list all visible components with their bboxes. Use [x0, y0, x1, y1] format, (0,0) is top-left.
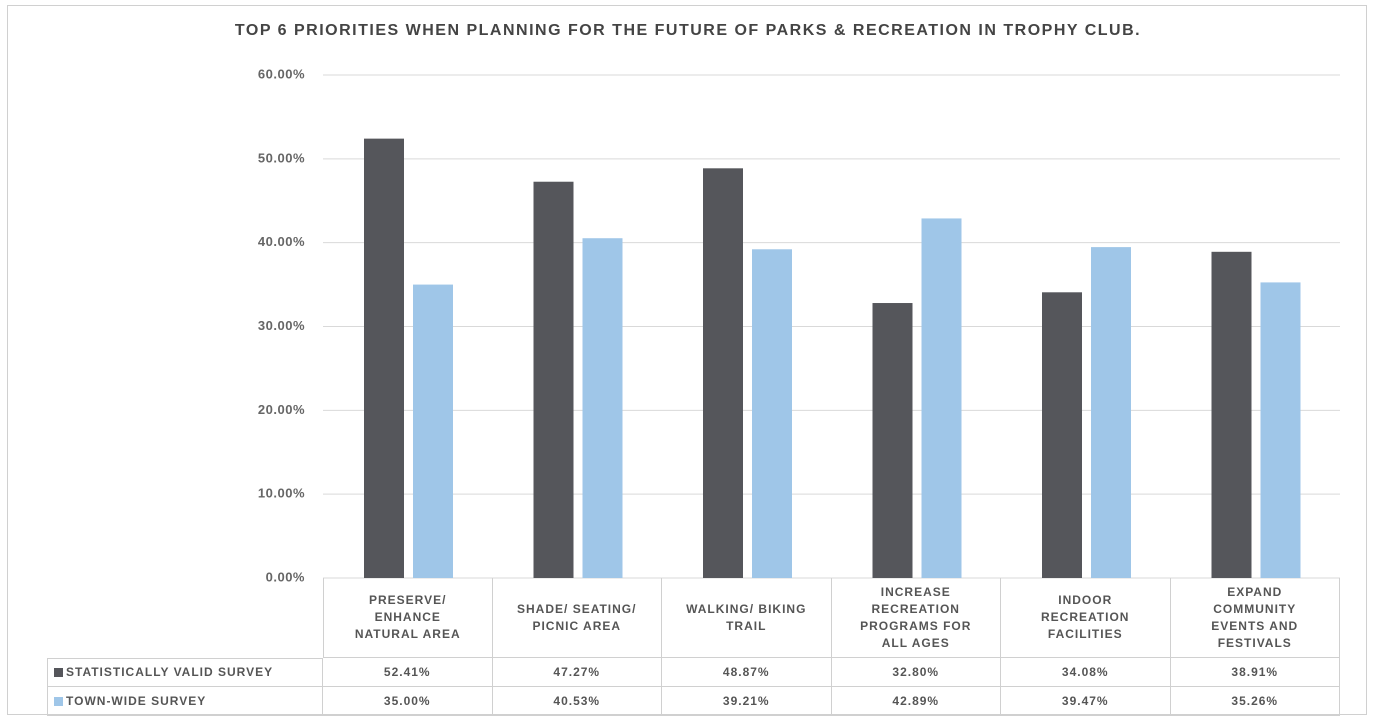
x-tick-label: INDOOR RECREATION FACILITIES [1041, 593, 1130, 641]
value-cell: 34.08% [1001, 658, 1171, 687]
value-cell: 32.80% [831, 658, 1001, 687]
y-tick-label: 30.00% [258, 318, 305, 333]
value-cell: 35.00% [323, 687, 493, 716]
y-tick-label: 50.00% [258, 150, 305, 165]
legend-entry: TOWN-WIDE SURVEY [47, 687, 323, 716]
category-cell: WALKING/ BIKING TRAIL [662, 578, 832, 658]
bar [752, 249, 792, 579]
y-tick-label: 20.00% [258, 402, 305, 417]
value-cell: 39.47% [1001, 687, 1171, 716]
bar [582, 238, 623, 578]
x-tick-label: PRESERVE/ ENHANCE NATURAL AREA [354, 593, 461, 641]
category-cell: INDOOR RECREATION FACILITIES [1001, 578, 1171, 658]
bar [364, 138, 404, 578]
bar [921, 218, 962, 578]
bar [1091, 247, 1131, 578]
chart-title: TOP 6 PRIORITIES WHEN PLANNING FOR THE F… [234, 22, 1142, 39]
y-tick-label: 40.00% [258, 234, 305, 249]
chart-frame [7, 5, 1367, 715]
bar [703, 168, 743, 578]
y-tick-label: 0.00% [266, 569, 305, 584]
legend-label: STATISTICALLY VALID SURVEY [66, 665, 274, 679]
bar [872, 303, 913, 578]
value-cell: 48.87% [662, 658, 832, 687]
value-cell: 38.91% [1170, 658, 1340, 687]
x-tick-label: SHADE/ SEATING/ PICNIC AREA [517, 601, 637, 633]
y-tick-label: 10.00% [258, 486, 305, 501]
bar [1042, 292, 1082, 578]
value-cell: 35.26% [1170, 687, 1340, 716]
category-cell: INCREASE RECREATION PROGRAMS FOR ALL AGE… [831, 578, 1001, 658]
legend-entry: STATISTICALLY VALID SURVEY [47, 658, 323, 687]
category-cell: PRESERVE/ ENHANCE NATURAL AREA [323, 578, 493, 658]
x-tick-label: EXPAND COMMUNITY EVENTS AND FESTIVALS [1211, 584, 1299, 650]
value-cell: 42.89% [831, 687, 1001, 716]
legend-swatch [54, 668, 63, 677]
bar [1260, 282, 1301, 578]
x-tick-label: WALKING/ BIKING TRAIL [686, 601, 807, 633]
legend-swatch [54, 696, 63, 706]
x-tick-label: INCREASE RECREATION PROGRAMS FOR ALL AGE… [860, 584, 972, 650]
category-cell: EXPAND COMMUNITY EVENTS AND FESTIVALS [1170, 578, 1340, 658]
value-cell: 40.53% [492, 687, 662, 716]
category-cell: SHADE/ SEATING/ PICNIC AREA [492, 578, 662, 658]
legend-label: TOWN-WIDE SURVEY [66, 693, 207, 708]
bar [533, 181, 574, 578]
value-cell: 52.41% [323, 658, 493, 687]
bar [413, 284, 453, 578]
y-tick-label: 60.00% [258, 66, 305, 81]
value-cell: 39.21% [662, 687, 832, 716]
value-cell: 47.27% [492, 658, 662, 687]
bar [1211, 251, 1252, 578]
